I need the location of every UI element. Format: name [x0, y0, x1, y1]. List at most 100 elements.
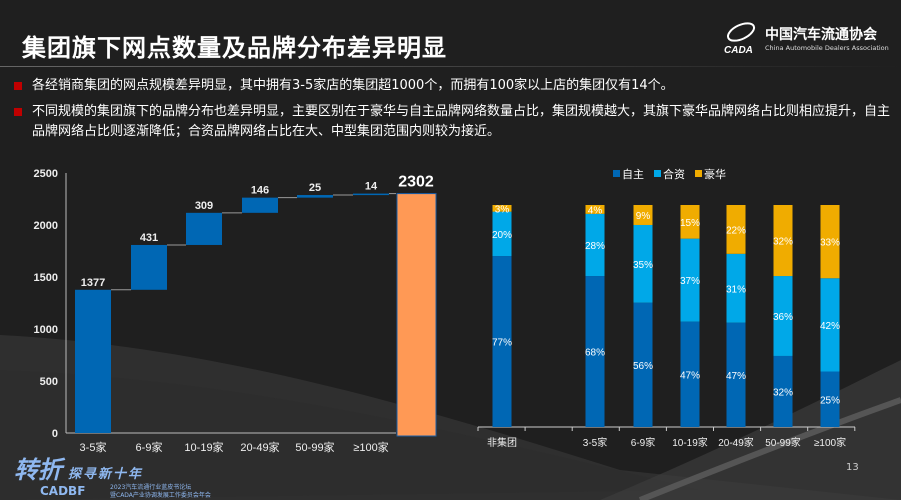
waterfall-bar	[297, 195, 333, 198]
x-tick-label: 20-49家	[240, 440, 279, 454]
total-label: 2302	[398, 174, 434, 191]
x-tick-label: 非集团	[487, 436, 517, 449]
data-label: 25	[309, 182, 321, 194]
stacked-bar-segment	[492, 205, 512, 212]
stacked-bar-segment	[492, 211, 512, 257]
data-label: 35%	[633, 260, 653, 271]
data-label: 14	[365, 181, 378, 193]
forum-brand-logo: 转折 探寻新十年 CADBF 2023汽车流通行业蓝皮书论坛 暨CADA产业协调发…	[14, 457, 214, 500]
stacked-bar-segment	[680, 321, 700, 427]
x-tick-label: 10-19家	[184, 440, 223, 454]
data-label: 25%	[820, 395, 840, 406]
stacked-bar-segment	[773, 355, 793, 427]
stacked-bar-segment	[773, 205, 793, 277]
x-tick-label: 50-99家	[765, 436, 801, 449]
logo-text-cn: 中国汽车流通协会	[765, 27, 877, 43]
data-label: 1377	[81, 277, 105, 289]
data-label: 28%	[585, 241, 605, 252]
bullet-text: 各经销商集团的网点规模差异明显，其中拥有3-5家店的集团超1000个，而拥有10…	[32, 78, 674, 93]
y-tick-label: 1000	[34, 324, 58, 336]
stacked-bar-segment	[633, 302, 653, 427]
stacked-bar-segment	[726, 253, 746, 323]
stacked-bar-segment	[726, 205, 746, 254]
stacked-bar-segment	[680, 238, 700, 322]
x-tick-label: 3-5家	[80, 440, 107, 454]
data-label: 36%	[773, 312, 793, 323]
cada-logo-icon: CADA	[724, 22, 756, 56]
data-label: 431	[140, 232, 158, 244]
data-label: 47%	[726, 371, 746, 382]
y-tick-label: 500	[40, 376, 58, 388]
y-tick-label: 2000	[34, 220, 58, 232]
data-label: 42%	[820, 321, 840, 332]
data-label: 15%	[680, 218, 700, 229]
brand-text: 转折	[14, 456, 62, 484]
bullet-item: 各经销商集团的网点规模差异明显，其中拥有3-5家店的集团超1000个，而拥有10…	[14, 76, 892, 96]
waterfall-bar	[353, 193, 389, 196]
data-label: 4%	[588, 205, 603, 216]
legend-swatch	[613, 170, 620, 177]
stacked-bar-segment	[680, 205, 700, 239]
waterfall-bar	[75, 289, 111, 433]
bullet-square-icon	[14, 82, 22, 90]
stacked-bar-segment	[585, 276, 605, 427]
stacked-bar-segment	[633, 205, 653, 225]
legend-label: 合资	[663, 167, 685, 181]
data-label: 68%	[585, 348, 605, 359]
stacked-bar-segment	[820, 371, 840, 427]
data-label: 32%	[773, 237, 793, 248]
data-label: 56%	[633, 361, 653, 372]
logo-text-en: China Automobile Dealers Association	[765, 44, 889, 52]
waterfall-bar	[186, 212, 222, 245]
page-title: 集团旗下网点数量及品牌分布差异明显	[22, 34, 447, 62]
stacked-bar-segment	[820, 205, 840, 279]
waterfall-bar	[242, 197, 278, 213]
stacked-bar-segment	[726, 322, 746, 427]
y-tick-label: 0	[52, 428, 58, 440]
stacked-bar-segment	[492, 256, 512, 427]
x-tick-label: 6-9家	[631, 436, 655, 449]
brand-en: CADBF	[40, 484, 86, 498]
data-label: 20%	[492, 230, 512, 241]
data-label: 9%	[636, 211, 651, 222]
stacked-bar-segment	[773, 276, 793, 356]
data-label: 33%	[820, 238, 840, 249]
legend-label: 自主	[622, 168, 644, 181]
total-bar	[396, 193, 437, 437]
data-label: 77%	[492, 338, 512, 349]
legend-swatch	[654, 170, 661, 177]
data-label: 3%	[495, 204, 510, 215]
x-tick-label: 3-5家	[583, 436, 607, 449]
brand-slogan: 探寻新十年	[68, 467, 144, 482]
x-tick-label: 10-19家	[672, 436, 708, 449]
x-tick-label: 6-9家	[136, 440, 163, 454]
bullet-text: 不同规模的集团旗下的品牌分布也差异明显，主要区别在于豪华与自主品牌网络数量占比，…	[32, 104, 891, 139]
x-tick-label: ≥100家	[353, 440, 388, 454]
brand-line1: 2023汽车流通行业蓝皮书论坛	[110, 484, 192, 491]
cada-logo: CADA 中国汽车流通协会 China Automobile Dealers As…	[722, 20, 889, 56]
y-tick-label: 1500	[34, 272, 58, 284]
waterfall-bar	[131, 244, 167, 290]
brand-line2: 暨CADA产业协调发展工作委员会年会	[110, 492, 211, 499]
legend-swatch	[695, 170, 702, 177]
title-divider	[0, 66, 901, 67]
page-number: 13	[846, 462, 859, 473]
bullet-item: 不同规模的集团旗下的品牌分布也差异明显，主要区别在于豪华与自主品牌网络数量占比，…	[14, 102, 892, 142]
stacked-bar-segment	[585, 205, 605, 214]
data-label: 47%	[680, 370, 700, 381]
data-label: 31%	[726, 284, 746, 295]
stacked-bar-segment	[633, 224, 653, 303]
bullet-square-icon	[14, 108, 22, 116]
data-label: 146	[251, 185, 269, 197]
x-tick-label: 20-49家	[718, 436, 754, 449]
data-label: 37%	[680, 276, 700, 287]
x-tick-label: ≥100家	[814, 436, 846, 449]
data-label: 309	[195, 200, 213, 212]
data-label: 32%	[773, 387, 793, 398]
y-tick-label: 2500	[34, 168, 58, 180]
legend-label: 豪华	[704, 167, 726, 181]
data-label: 22%	[726, 225, 746, 236]
x-tick-label: 50-99家	[295, 440, 334, 454]
